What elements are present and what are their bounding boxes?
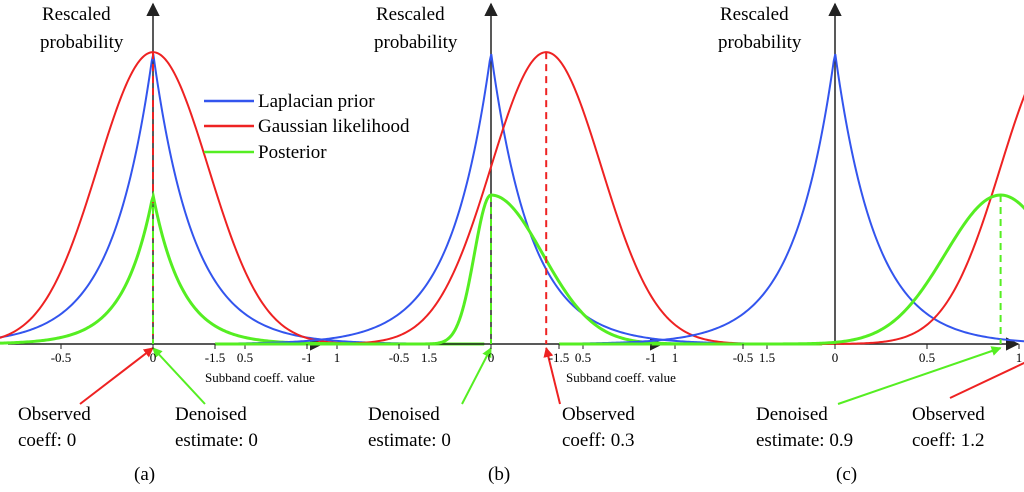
x-tick-label: 1 <box>1016 350 1023 365</box>
x-tick-label: 0 <box>832 350 839 365</box>
x-tick-label: -1 <box>646 350 657 365</box>
x-tick-label: -0.5 <box>733 350 754 365</box>
annotation-denoised-line1: Denoised <box>368 404 440 425</box>
annotation-denoised-line1: Denoised <box>175 404 247 425</box>
x-ticks-a: -1.5 -1 -0.5 0 0.5 1 1.5 <box>51 344 437 365</box>
annotation-observed-line1: Observed <box>912 404 985 425</box>
x-axis-label: Subband coeff. value <box>566 370 676 385</box>
annotation-observed-line1: Observed <box>18 404 91 425</box>
panel-label-a: (a) <box>134 464 155 485</box>
observed-arrow <box>79 347 154 405</box>
panel-label-c: (c) <box>836 464 857 485</box>
observed-arrow <box>949 361 1024 399</box>
annotation-denoised-line2: estimate: 0 <box>175 430 258 451</box>
posterior-curve <box>0 190 485 346</box>
legend: Laplacian prior Gaussian likelihood Post… <box>204 91 410 163</box>
annotation-observed-line2: coeff: 0 <box>18 430 76 451</box>
axes-b <box>348 2 664 351</box>
posterior-curve <box>559 193 1024 346</box>
y-axis-label-line2: probability <box>374 32 458 53</box>
x-tick-label: 0 <box>150 350 157 365</box>
annotation-observed-line2: coeff: 0.3 <box>562 430 634 451</box>
x-ticks-b: -1.5 -1 -0.5 0 0.5 1 1.5 <box>205 344 775 365</box>
x-ticks-c: -1.5 -1 -0.5 0 0.5 1 1.5 <box>549 344 1023 365</box>
observed-arrow <box>543 347 561 405</box>
legend-label-prior: Laplacian prior <box>258 91 375 112</box>
legend-label-likelihood: Gaussian likelihood <box>258 116 410 137</box>
annotation-denoised-line1: Denoised <box>756 404 828 425</box>
x-tick-label: 0.5 <box>575 350 591 365</box>
x-tick-label: 1.5 <box>759 350 775 365</box>
annotation-observed-line1: Observed <box>562 404 635 425</box>
x-tick-label: -1.5 <box>549 350 570 365</box>
panel-b: -1.5 -1 -0.5 0 0.5 1 1.5 Rescaled probability … <box>205 2 823 485</box>
y-axis-label-line1: Rescaled <box>720 4 789 25</box>
x-tick-label: 0.5 <box>919 350 935 365</box>
x-axis-label: Subband coeff. value <box>205 370 315 385</box>
x-tick-label: 0 <box>488 350 495 365</box>
axes-a <box>8 2 324 351</box>
axes-c <box>692 2 1020 351</box>
annotation-denoised-line2: estimate: 0.9 <box>756 430 853 451</box>
panel-c: -1.5-1-0.500.511.5 Rescaled probability … <box>549 2 1024 485</box>
x-tick-label: -0.5 <box>389 350 410 365</box>
curves-c <box>558 53 1024 405</box>
x-tick-label: -1.5 <box>205 350 226 365</box>
likelihood-curve <box>559 94 1024 345</box>
y-axis-label-line1: Rescaled <box>42 4 111 25</box>
x-tick-label: -1 <box>302 350 313 365</box>
x-tick-label: -0.5 <box>51 350 72 365</box>
y-axis-label-line1: Rescaled <box>376 4 445 25</box>
x-tick-label: 1 <box>334 350 341 365</box>
likelihood-curve <box>0 51 485 345</box>
denoised-arrow <box>461 347 492 405</box>
panel-label-b: (b) <box>488 464 510 485</box>
prior-curve <box>0 53 485 345</box>
panel-a: -1.5-1-0.500.511.5 Rescaled probability … <box>0 2 485 485</box>
denoised-arrow <box>837 346 1002 405</box>
annotation-observed-line2: coeff: 1.2 <box>912 430 984 451</box>
x-tick-label: 1.5 <box>421 350 437 365</box>
y-axis-label-line2: probability <box>40 32 124 53</box>
denoised-arrow <box>152 347 206 405</box>
annotation-denoised-line2: estimate: 0 <box>368 430 451 451</box>
y-axis-label-line2: probability <box>718 32 802 53</box>
x-tick-label: 0.5 <box>237 350 253 365</box>
prior-curve <box>558 53 1024 345</box>
x-tick-label: 1 <box>672 350 679 365</box>
legend-label-posterior: Posterior <box>258 142 327 163</box>
